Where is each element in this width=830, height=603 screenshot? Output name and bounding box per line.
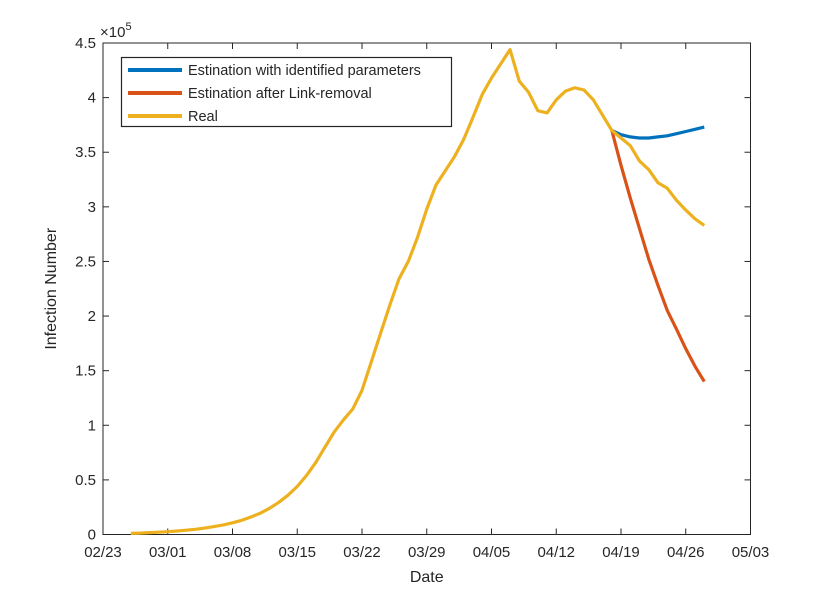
y-tick-label: 1.5	[75, 363, 96, 380]
x-tick-label: 02/23	[84, 544, 122, 561]
y-tick-label: 3.5	[75, 144, 96, 161]
x-tick-label: 04/12	[537, 544, 575, 561]
y-axis-label: Infection Number	[43, 227, 60, 350]
exponent-power: 5	[125, 21, 131, 33]
y-tick-label: 1	[88, 417, 96, 434]
y-tick-label: 0	[88, 527, 96, 544]
y-tick-label: 3	[88, 199, 96, 216]
x-tick-label: 03/29	[408, 544, 446, 561]
legend-entry-label: Estination with identified parameters	[188, 63, 421, 79]
x-tick-label: 05/03	[732, 544, 770, 561]
x-tick-label: 03/22	[343, 544, 381, 561]
x-tick-label: 04/26	[667, 544, 705, 561]
series-line-3	[130, 47, 706, 535]
legend-entry-label: Estination after Link-removal	[188, 86, 372, 102]
y-tick-label: 4.5	[75, 35, 96, 52]
y-tick-label: 2.5	[75, 253, 96, 270]
y-tick-label: 4	[88, 90, 96, 107]
series-line-1	[611, 125, 705, 140]
y-tick-label: 2	[88, 308, 96, 325]
x-tick-label: 03/01	[149, 544, 187, 561]
y-axis-exponent-label: ×105	[100, 21, 132, 41]
series-line-2	[610, 129, 706, 383]
x-tick-label: 03/15	[278, 544, 316, 561]
x-axis-label: Date	[410, 569, 444, 586]
legend-entry-label: Real	[188, 109, 218, 125]
x-tick-label: 03/08	[214, 544, 252, 561]
exponent-base: ×10	[100, 24, 125, 41]
y-tick-label: 0.5	[75, 472, 96, 489]
x-tick-label: 04/05	[473, 544, 511, 561]
x-tick-label: 04/19	[602, 544, 640, 561]
